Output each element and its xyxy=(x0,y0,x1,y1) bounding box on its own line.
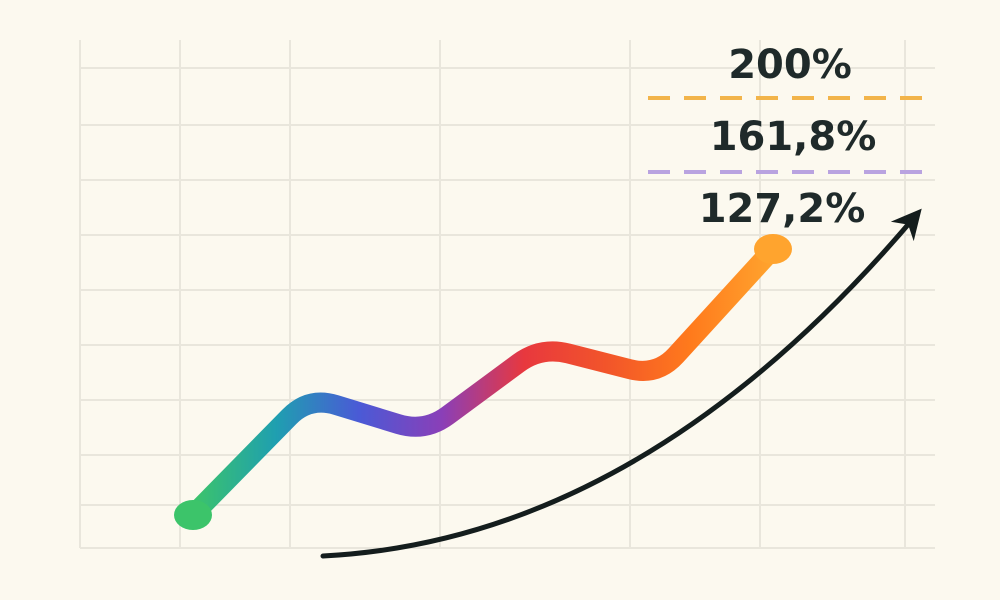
start-point xyxy=(174,500,212,530)
series-points xyxy=(174,234,792,530)
trend-arrow xyxy=(320,208,922,559)
level-label-200: 200% xyxy=(728,42,852,88)
series-line xyxy=(183,239,783,525)
end-point xyxy=(754,234,792,264)
level-label-127-2: 127,2% xyxy=(699,186,866,232)
level-label-161-8: 161,8% xyxy=(710,114,877,160)
level-lines xyxy=(648,96,936,174)
